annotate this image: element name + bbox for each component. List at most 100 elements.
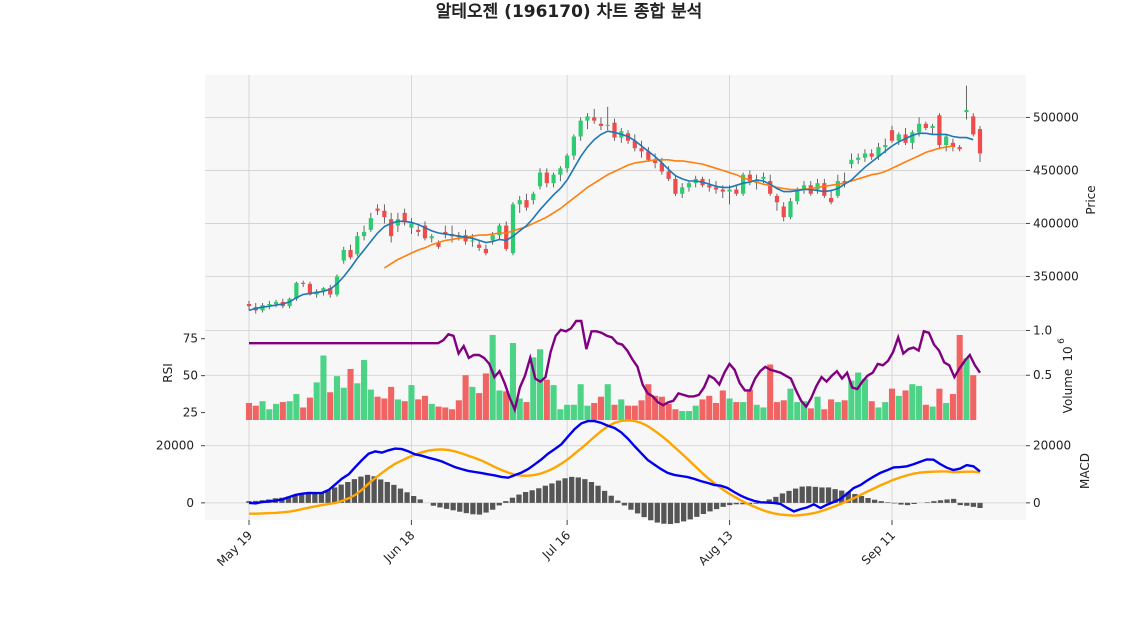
volume-bar [313, 382, 320, 420]
volume-bar [773, 402, 780, 420]
volume-bar [929, 406, 936, 420]
candle-body [409, 223, 414, 228]
volume-bar [543, 379, 550, 420]
volume-bar [516, 398, 523, 420]
macd-hist-bar [799, 486, 805, 503]
candle-body [273, 301, 279, 305]
macd-hist-bar [351, 479, 358, 503]
candle-body [497, 225, 502, 236]
macd-hist-bar [957, 502, 963, 506]
volume-bar [895, 395, 902, 420]
candle-body [632, 140, 637, 149]
candle-body [910, 132, 915, 143]
candle-body [889, 130, 895, 141]
volume-bar [652, 395, 659, 420]
candle-body [727, 189, 732, 192]
volume-bar [509, 343, 517, 420]
volume-bar [712, 402, 720, 420]
volume-bar [706, 395, 713, 420]
macd-hist-bar [457, 502, 463, 512]
volume-bar [719, 390, 726, 420]
macd-hist-bar [509, 497, 516, 503]
volume-bar [936, 388, 943, 420]
candle-body [558, 168, 563, 175]
candle-body [977, 129, 983, 154]
volume-bar [611, 404, 618, 420]
macd-hist-bar [825, 487, 832, 503]
ma-short-line [248, 130, 974, 312]
volume-tick-label: 1.0 [1033, 323, 1052, 337]
macd-hist-bar [555, 480, 562, 503]
macd-hist-bar [490, 502, 496, 510]
candle-body [822, 183, 827, 196]
macd-hist-bar [470, 502, 476, 515]
candle-body [246, 304, 252, 307]
candle-body [788, 201, 793, 218]
macd-hist-bar [404, 492, 410, 503]
candle-body [659, 163, 664, 172]
macd-hist-bar [674, 502, 680, 524]
volume-bar [523, 402, 530, 420]
candle-body [646, 151, 651, 160]
candle-body [605, 124, 610, 126]
candle-body [598, 123, 604, 126]
volume-bar [367, 389, 374, 420]
candle-body [301, 282, 306, 284]
macd-hist-bar [845, 492, 851, 503]
candle-body [612, 122, 617, 138]
volume-bar [787, 388, 794, 420]
macd-hist-bar [707, 502, 713, 512]
price-tick-label: 350000 [1033, 269, 1079, 283]
candle-body [971, 116, 976, 135]
macd-hist-bar [700, 502, 707, 514]
macd-hist-bar [931, 501, 937, 503]
macd-hist-bar [608, 495, 614, 503]
volume-bar [902, 390, 909, 420]
macd-hist-bar [681, 502, 687, 522]
rsi-ylabel: RSI [161, 363, 175, 383]
macd-hist-bar [713, 502, 720, 510]
volume-bar [733, 402, 740, 420]
candle-body [876, 147, 881, 157]
volume-bar [449, 409, 456, 420]
macd-hist-bar [740, 502, 746, 505]
macd-hist-bar [252, 500, 259, 503]
macd-hist-bar [450, 502, 456, 511]
x-tick-label: Aug 13 [696, 528, 736, 568]
macd-right-tick-label: 20000 [1033, 439, 1071, 453]
macd-hist-bar [904, 502, 911, 506]
macd-hist-bar [786, 490, 792, 503]
price-tick-label: 500000 [1033, 110, 1079, 124]
candle-body [896, 134, 901, 141]
volume-bar [401, 401, 408, 420]
volume-bar [273, 403, 280, 420]
macd-hist-bar [246, 501, 252, 503]
volume-bar [537, 349, 544, 420]
volume-exponent-base: 10 [1061, 346, 1075, 361]
candle-body [862, 153, 868, 158]
candle-body [368, 218, 373, 230]
candle-body [639, 148, 644, 152]
candle-body [666, 171, 671, 179]
candle-body [402, 212, 407, 223]
volume-bar [469, 386, 476, 420]
macd-hist-bar [312, 492, 318, 503]
volume-bar [746, 389, 753, 420]
macd-hist-bar [437, 502, 443, 508]
volume-bar [753, 404, 760, 420]
macd-hist-bar [621, 502, 628, 506]
candle-body [801, 185, 807, 190]
volume-bar [489, 334, 496, 420]
candle-body [585, 116, 590, 121]
macd-hist-bar [384, 482, 390, 503]
volume-bar [780, 400, 787, 420]
volume-bar [557, 409, 564, 420]
candle-body [957, 147, 962, 150]
macd-hist-bar [549, 483, 555, 503]
macd-hist-bar [865, 498, 871, 503]
volume-bar [800, 401, 808, 420]
volume-bar [584, 405, 591, 420]
macd-hist-bar [588, 482, 595, 503]
volume-bar [361, 360, 368, 420]
